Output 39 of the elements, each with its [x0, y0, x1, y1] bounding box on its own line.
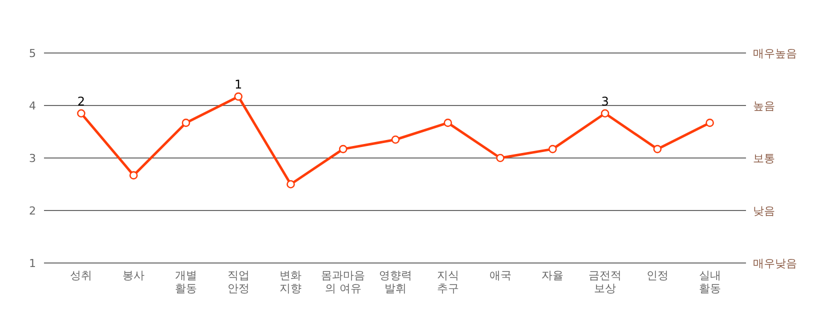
point: [77, 109, 86, 118]
y-tick-label: 1: [29, 257, 36, 270]
point: [600, 109, 610, 118]
point: [391, 135, 400, 144]
annotation: 1: [234, 78, 242, 92]
point: [706, 118, 714, 127]
x-tick-label: 봉사: [122, 269, 145, 282]
x-tick-label: 개별 활동: [174, 269, 197, 295]
point: [286, 180, 295, 188]
y-tick-label: 2: [29, 204, 36, 218]
point: [234, 92, 242, 101]
text: 낮음: [753, 204, 775, 218]
x-tick-label: 몸과마음 의 여유: [321, 269, 366, 295]
text: 매우높음: [753, 47, 797, 60]
x-tick-label: 지식 추구: [436, 269, 459, 295]
point: [182, 118, 190, 127]
text: 매우낮음: [753, 257, 797, 270]
x-tick-label: 인정: [646, 269, 668, 282]
x-tick-label: 애국: [489, 269, 512, 282]
x-tick-label: 실내 활동: [698, 269, 721, 295]
text: 보통: [753, 152, 775, 165]
point: [548, 144, 557, 154]
y-tick-label: 5: [29, 47, 36, 60]
point: [496, 154, 504, 162]
x-tick-label: 영향력 발휘: [379, 269, 412, 295]
point: [444, 118, 452, 127]
x-tick-label: 변화 지향: [280, 269, 302, 295]
x-tick-label: 자율: [542, 269, 564, 282]
x-tick-label: 직업 안정: [227, 269, 250, 295]
text: 높음: [753, 100, 775, 112]
annotation: 2: [77, 94, 86, 108]
y-tick-label: 4: [29, 100, 36, 112]
point: [653, 144, 662, 154]
annotation: 3: [601, 94, 609, 108]
point: [129, 171, 138, 180]
point: [338, 144, 348, 154]
x-tick-label: 성취: [70, 269, 92, 282]
x-tick-label: 금전적 보상: [588, 269, 622, 295]
y-tick-label: 3: [29, 152, 36, 165]
